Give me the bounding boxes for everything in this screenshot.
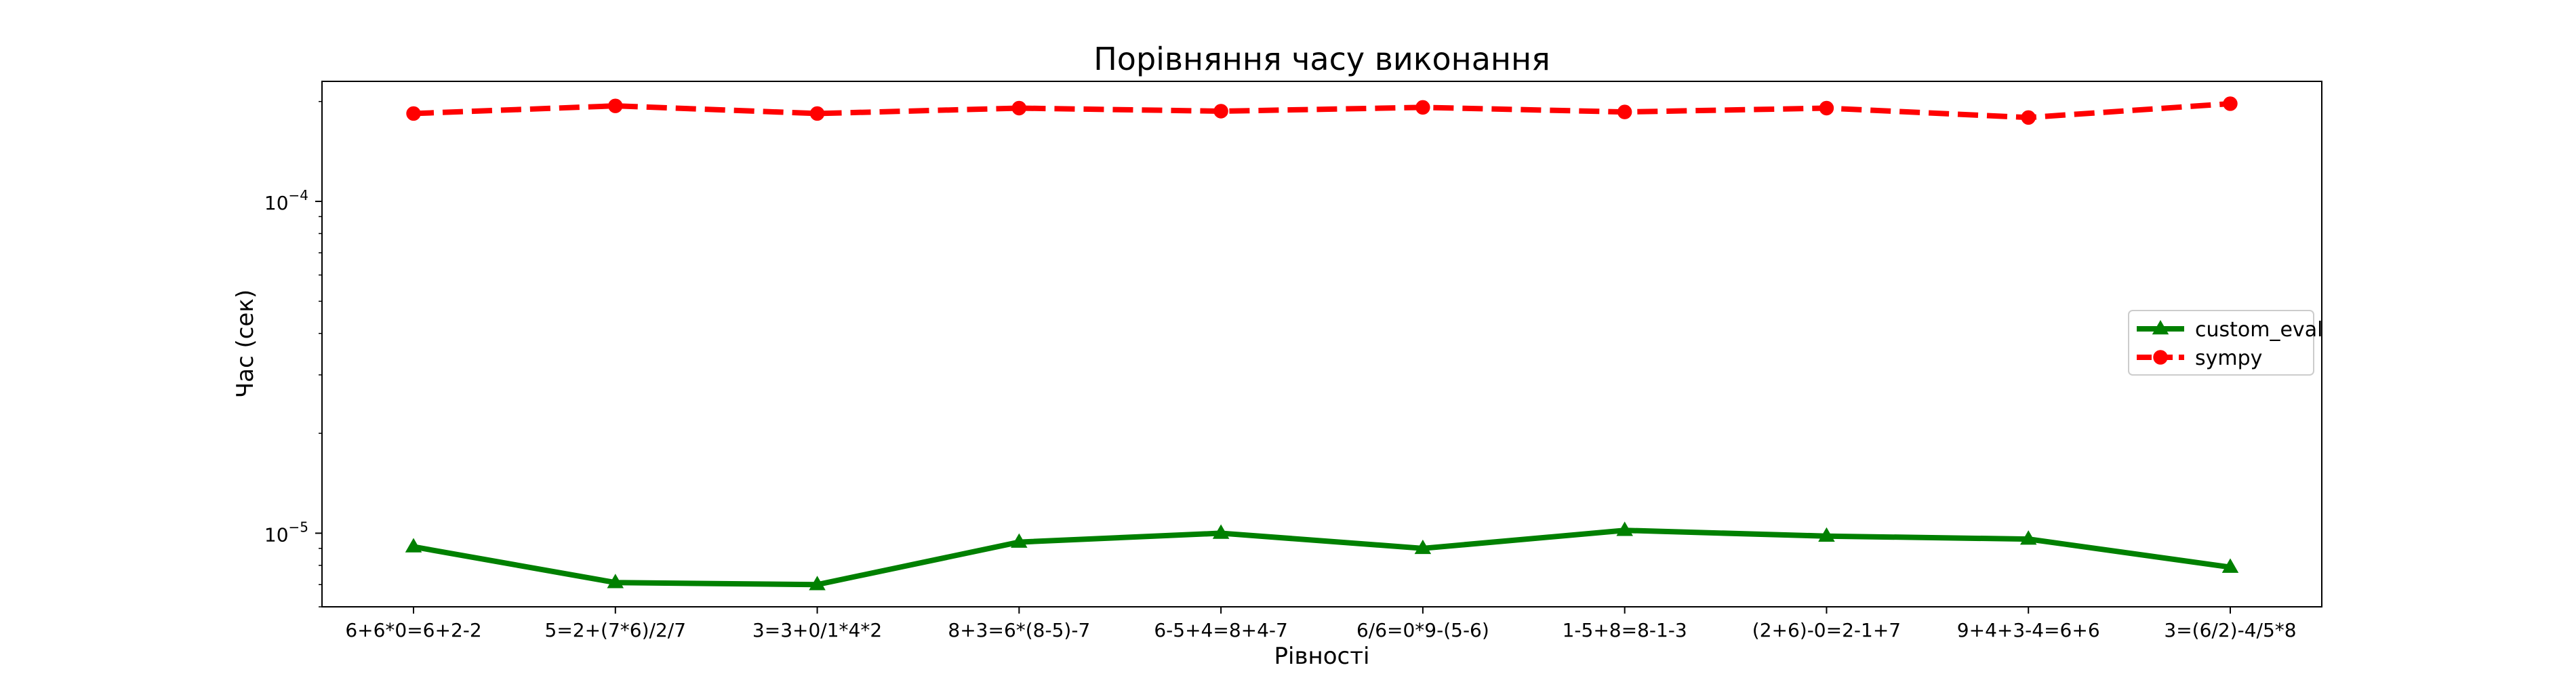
legend-label: sympy bbox=[2195, 346, 2262, 370]
legend-item-custom_eval: custom_eval bbox=[2137, 318, 2322, 342]
data-point-marker bbox=[608, 98, 623, 113]
x-tick-label: 3=(6/2)-4/5*8 bbox=[2164, 619, 2296, 641]
data-point-marker bbox=[406, 106, 421, 121]
data-point-marker bbox=[2223, 96, 2238, 111]
x-axis-ticks: 6+6*0=6+2-2 5=2+(7*6)/2/7 3=3+0/1*4*2 8+3=6… bbox=[345, 607, 2297, 641]
series-layer bbox=[405, 96, 2239, 591]
y-axis-label: Час (сек) bbox=[232, 290, 259, 398]
data-point-marker bbox=[809, 576, 826, 591]
x-tick-label: (2+6)-0=2-1+7 bbox=[1752, 619, 1901, 641]
data-point-marker bbox=[1011, 533, 1028, 548]
series-custom_eval bbox=[405, 521, 2239, 591]
data-point-marker bbox=[1818, 527, 1835, 542]
legend-label: custom_eval bbox=[2195, 318, 2322, 342]
y-axis-ticks: 10−5 10−4 bbox=[264, 100, 322, 607]
x-tick-label: 6-5+4=8+4-7 bbox=[1154, 619, 1287, 641]
data-point-marker bbox=[1212, 524, 1230, 539]
x-tick-label: 9+4+3-4=6+6 bbox=[1957, 619, 2100, 641]
data-point-marker bbox=[2153, 350, 2168, 365]
chart-title: Порівняння часу виконання bbox=[1093, 41, 1550, 77]
data-point-marker bbox=[405, 538, 422, 553]
data-point-marker bbox=[2019, 530, 2037, 545]
x-tick-label: 6+6*0=6+2-2 bbox=[345, 619, 481, 641]
y-tick-label: 10−5 bbox=[264, 519, 308, 546]
data-point-marker bbox=[1213, 104, 1228, 119]
data-point-marker bbox=[1415, 100, 1430, 115]
data-point-marker bbox=[809, 106, 825, 121]
series-sympy bbox=[406, 96, 2238, 125]
x-axis-label: Рівності bbox=[1274, 643, 1370, 670]
series-line bbox=[413, 527, 2231, 588]
legend-item-sympy: sympy bbox=[2137, 346, 2262, 370]
data-point-marker bbox=[1819, 100, 1834, 116]
data-point-marker bbox=[2021, 110, 2036, 125]
data-point-marker bbox=[2152, 319, 2169, 335]
axes-frame bbox=[321, 81, 2322, 607]
data-point-marker bbox=[1414, 539, 1432, 555]
x-tick-label: 1-5+8=8-1-3 bbox=[1563, 619, 1687, 641]
x-tick-label: 5=2+(7*6)/2/7 bbox=[545, 619, 687, 641]
series-line bbox=[413, 100, 2231, 121]
y-tick-label: 10−4 bbox=[264, 187, 308, 214]
plot-area: 6+6*0=6+2-2 5=2+(7*6)/2/7 3=3+0/1*4*2 8+3=6… bbox=[264, 81, 2322, 641]
data-point-marker bbox=[1616, 521, 1633, 536]
x-tick-label: 8+3=6*(8-5)-7 bbox=[948, 619, 1090, 641]
data-point-marker bbox=[2221, 558, 2239, 573]
data-point-marker bbox=[1011, 100, 1027, 116]
x-tick-label: 3=3+0/1*4*2 bbox=[752, 619, 882, 641]
data-point-marker bbox=[1617, 104, 1632, 119]
x-tick-label: 6/6=0*9-(5-6) bbox=[1356, 619, 1489, 641]
data-point-marker bbox=[607, 574, 624, 589]
